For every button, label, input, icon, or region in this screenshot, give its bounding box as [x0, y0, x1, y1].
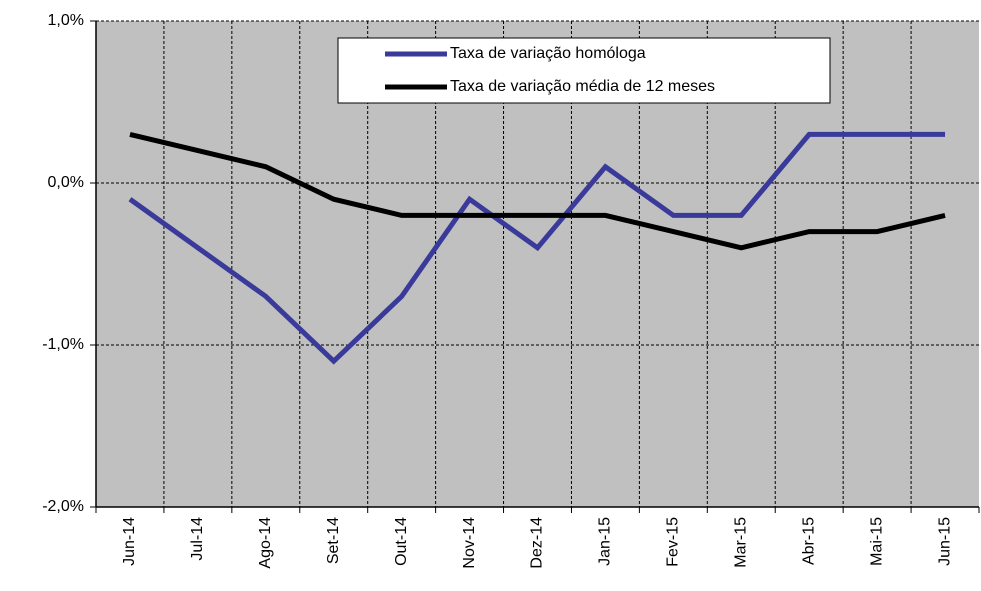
y-tick-label: -1,0%	[42, 336, 84, 353]
line-series	[128, 131, 946, 365]
x-tick-label: Dez-14	[529, 517, 546, 569]
legend	[337, 37, 831, 104]
y-tick-label: 0,0%	[48, 174, 84, 191]
x-tick-label: Ago-14	[257, 517, 274, 569]
x-tick-label: Fev-15	[665, 517, 682, 567]
x-tick-label: Jul-14	[189, 517, 206, 561]
x-tick-label: Abr-15	[800, 517, 817, 565]
legend-label: Taxa de variação homóloga	[450, 45, 646, 62]
x-tick-label: Jan-15	[597, 517, 614, 566]
x-tick-label: Out-14	[393, 517, 410, 566]
x-tick-label: Mai-15	[868, 517, 885, 566]
y-tick-label: 1,0%	[48, 12, 84, 29]
x-tick-label: Nov-14	[461, 517, 478, 569]
x-tick-label: Jun-14	[121, 517, 138, 566]
legend-label: Taxa de variação média de 12 meses	[450, 78, 715, 95]
x-tick-label: Jun-15	[936, 517, 953, 566]
x-tick-label: Mar-15	[732, 517, 749, 568]
y-tick-label: -2,0%	[42, 498, 84, 515]
line-series	[129, 131, 946, 251]
x-tick-label: Set-14	[325, 517, 342, 564]
